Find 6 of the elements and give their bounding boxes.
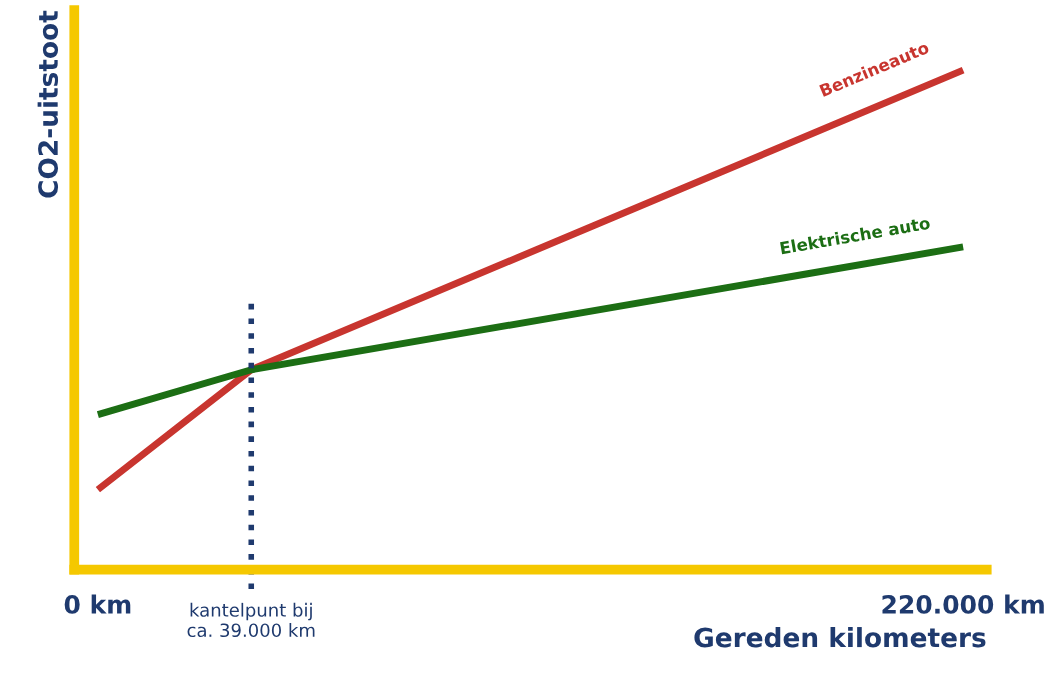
ref-line-label: kantelpunt bij ca. 39.000 km: [187, 602, 315, 638]
text: Elektrische auto: [779, 216, 931, 255]
x-tick-label: 0 km: [64, 594, 131, 614]
y-axis-title: CO2-uitstoot: [37, 10, 59, 198]
x-tick-label: 220.000 km: [882, 594, 1044, 614]
x-axis-title: Gereden kilometers: [694, 627, 986, 648]
